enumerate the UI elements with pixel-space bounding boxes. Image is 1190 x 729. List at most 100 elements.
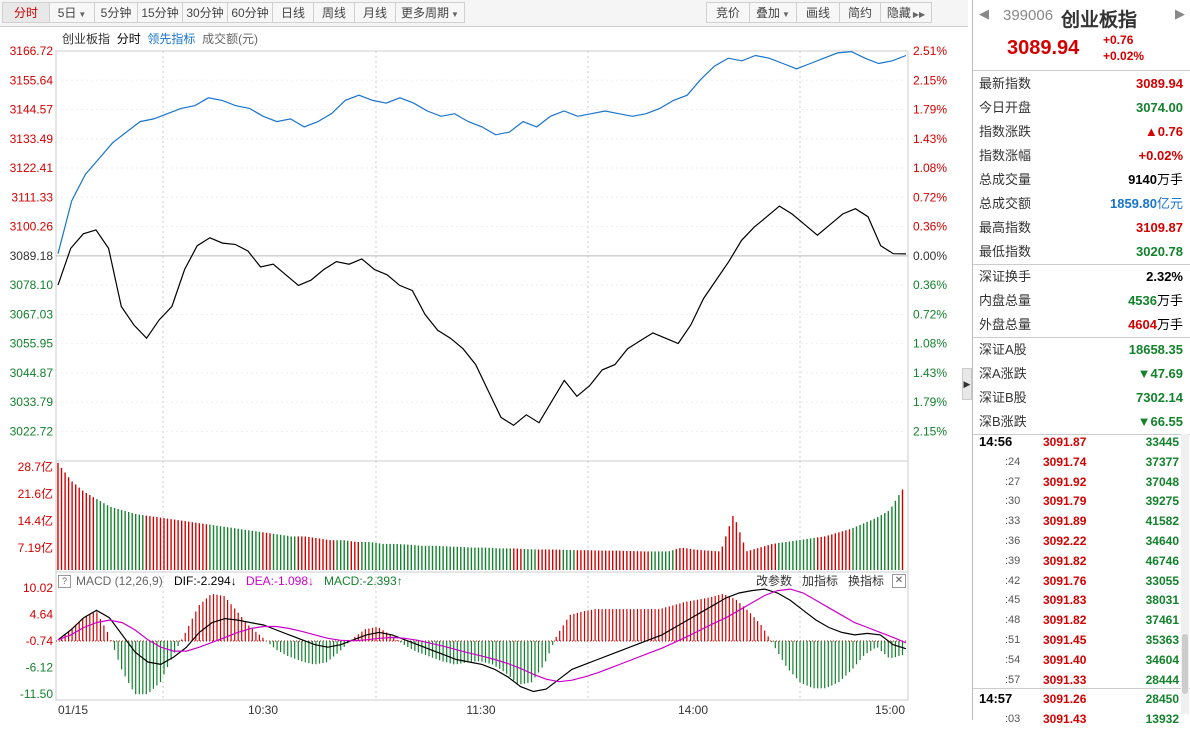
add-indicator-button[interactable]: 加指标 — [802, 574, 839, 588]
tick-time: :33 — [1005, 515, 1021, 528]
info-row: 最低指数 3020.78 — [979, 240, 1185, 264]
tick-price: 3091.83 — [1043, 593, 1087, 608]
info-row: 指数涨跌 ▲0.76 — [979, 120, 1185, 144]
info-row-unit: 万手 — [1156, 172, 1183, 187]
macd-dea-line — [57, 588, 907, 683]
macd-panel-frame — [55, 571, 909, 701]
info-row-number: 4536 — [1128, 293, 1157, 308]
tick-row: :54 3091.40 34604 — [979, 650, 1185, 670]
tick-row: :24 3091.74 37377 — [979, 452, 1185, 472]
info-row-label: 今日开盘 — [979, 100, 1032, 115]
scrollbar-thumb[interactable] — [1182, 634, 1188, 694]
info-row-label: 深证A股 — [979, 342, 1027, 357]
double-chevron-right-icon: ▶▶ — [912, 10, 926, 19]
period-tab-7[interactable]: 周线 — [313, 2, 355, 23]
period-tab-label: 15分钟 — [141, 6, 179, 20]
stock-header: ◀ 399006 创业板指 ▶ 3089.94 +0.76 +0.02% — [973, 0, 1190, 70]
divider — [973, 337, 1190, 338]
period-tab-6[interactable]: 日线 — [272, 2, 314, 23]
period-tab-3[interactable]: 15分钟 — [137, 2, 183, 23]
info-row-value: 3020.78 — [1136, 240, 1183, 264]
info-row-number: 7302.14 — [1136, 390, 1183, 405]
tool-button-3[interactable]: 简约 — [839, 2, 881, 23]
pct-axis-label: 0.72% — [913, 307, 947, 321]
price-axis-label: 3089.18 — [10, 249, 54, 263]
tick-volume: 34640 — [1145, 534, 1179, 548]
tick-time: :48 — [1005, 614, 1021, 627]
tool-button-1[interactable]: 叠加 ▼ — [749, 2, 797, 23]
tick-price: 3091.76 — [1043, 573, 1087, 588]
period-tab-4[interactable]: 30分钟 — [182, 2, 228, 23]
tick-time: :42 — [1005, 574, 1021, 587]
info-row-number: 9140 — [1128, 172, 1157, 187]
tick-volume: 33055 — [1145, 573, 1179, 588]
tick-volume: 37461 — [1145, 613, 1179, 628]
period-tab-label: 日线 — [280, 6, 305, 20]
price-axis-label: 3111.33 — [11, 190, 53, 204]
tick-price: 3091.45 — [1043, 633, 1087, 647]
price-axis-label: 3044.87 — [10, 366, 54, 380]
tick-volume: 39275 — [1145, 494, 1179, 509]
period-tab-label: 更多周期 — [401, 6, 450, 20]
chart-area: 3166.72 2.51% 3155.64 2.15% 3144.57 1.79% 3133… — [0, 26, 968, 720]
legend-lead-indicator[interactable]: 领先指标 — [147, 32, 196, 46]
info-row-value: 3109.87 — [1136, 216, 1183, 240]
info-row-number: 2.32% — [1146, 269, 1183, 284]
info-row-label: 深B涨跌 — [979, 414, 1027, 429]
period-tab-0[interactable]: 分时 — [2, 2, 50, 23]
price-line-index — [57, 205, 907, 427]
next-stock-icon[interactable]: ▶ — [1175, 6, 1185, 21]
period-tab-9[interactable]: 更多周期 ▼ — [395, 2, 465, 23]
info-row: 最高指数 3109.87 — [979, 216, 1185, 240]
period-tab-5[interactable]: 60分钟 — [227, 2, 273, 23]
pct-axis-label: 1.79% — [913, 395, 947, 409]
info-row: 总成交额 1859.80亿元 — [979, 192, 1185, 216]
help-icon[interactable]: ? — [58, 575, 71, 588]
tick-row: :27 3091.92 37048 — [979, 472, 1185, 492]
time-axis-label: 01/15 — [58, 703, 88, 717]
pct-axis-label: 1.43% — [913, 366, 947, 380]
time-axis-label: 15:00 — [875, 703, 905, 717]
macd-dea-value: DEA:-1.098 — [246, 574, 309, 588]
tool-button-4[interactable]: 隐藏 ▶▶ — [880, 2, 932, 23]
chevron-down-icon: ▼ — [78, 10, 87, 19]
info-row-unit: 万手 — [1156, 317, 1183, 332]
switch-indicator-button[interactable]: 换指标 — [848, 574, 885, 588]
prev-stock-icon[interactable]: ◀ — [979, 6, 989, 21]
tool-button-2[interactable]: 画线 — [796, 2, 840, 23]
tick-scrollbar[interactable] — [1181, 434, 1189, 714]
info-row-label: 内盘总量 — [979, 293, 1032, 308]
tick-volume: 35363 — [1145, 633, 1179, 647]
period-tab-8[interactable]: 月线 — [354, 2, 396, 23]
stock-price: 3089.94 — [1007, 37, 1080, 59]
info-row-label: 总成交额 — [979, 196, 1032, 211]
info-row-value: 7302.14 — [1136, 386, 1183, 410]
change-param-button[interactable]: 改参数 — [756, 574, 793, 588]
info-row: 今日开盘 3074.00 — [979, 96, 1185, 120]
period-tab-label: 分时 — [13, 6, 38, 20]
tool-button-0[interactable]: 竞价 — [706, 2, 750, 23]
price-line-lead — [57, 50, 907, 254]
chevron-down-icon: ▼ — [782, 10, 790, 19]
info-row-value: ▲0.76 — [1145, 120, 1183, 144]
info-row-label: 深证换手 — [979, 269, 1032, 284]
collapse-panel-handle[interactable]: ▶ — [962, 368, 972, 400]
period-tab-1[interactable]: 5日 ▼ — [49, 2, 95, 23]
pct-axis-label: 2.15% — [913, 424, 947, 438]
close-icon[interactable]: ✕ — [892, 574, 906, 588]
period-tab-label: 5日 — [57, 6, 77, 20]
time-axis-label: 11:30 — [466, 703, 495, 717]
period-tab-2[interactable]: 5分钟 — [94, 2, 138, 23]
chart-svg: 3166.72 2.51% 3155.64 2.15% 3144.57 1.79% 3133… — [10, 44, 948, 717]
divider — [973, 264, 1190, 265]
tick-row: :42 3091.76 33055 — [979, 571, 1185, 591]
tick-price: 3091.33 — [1043, 672, 1087, 687]
tick-volume: 28444 — [1145, 672, 1179, 687]
tick-row: :51 3091.45 35363 — [979, 630, 1185, 650]
tick-row: :45 3091.83 38031 — [979, 590, 1185, 610]
info-row-label: 最新指数 — [979, 76, 1032, 91]
info-row-value: 3089.94 — [1136, 72, 1183, 96]
info-row-value: 4536万手 — [1128, 289, 1183, 313]
tick-time: 14:57 — [979, 691, 1013, 707]
tick-volume: 33445 — [1145, 435, 1179, 449]
